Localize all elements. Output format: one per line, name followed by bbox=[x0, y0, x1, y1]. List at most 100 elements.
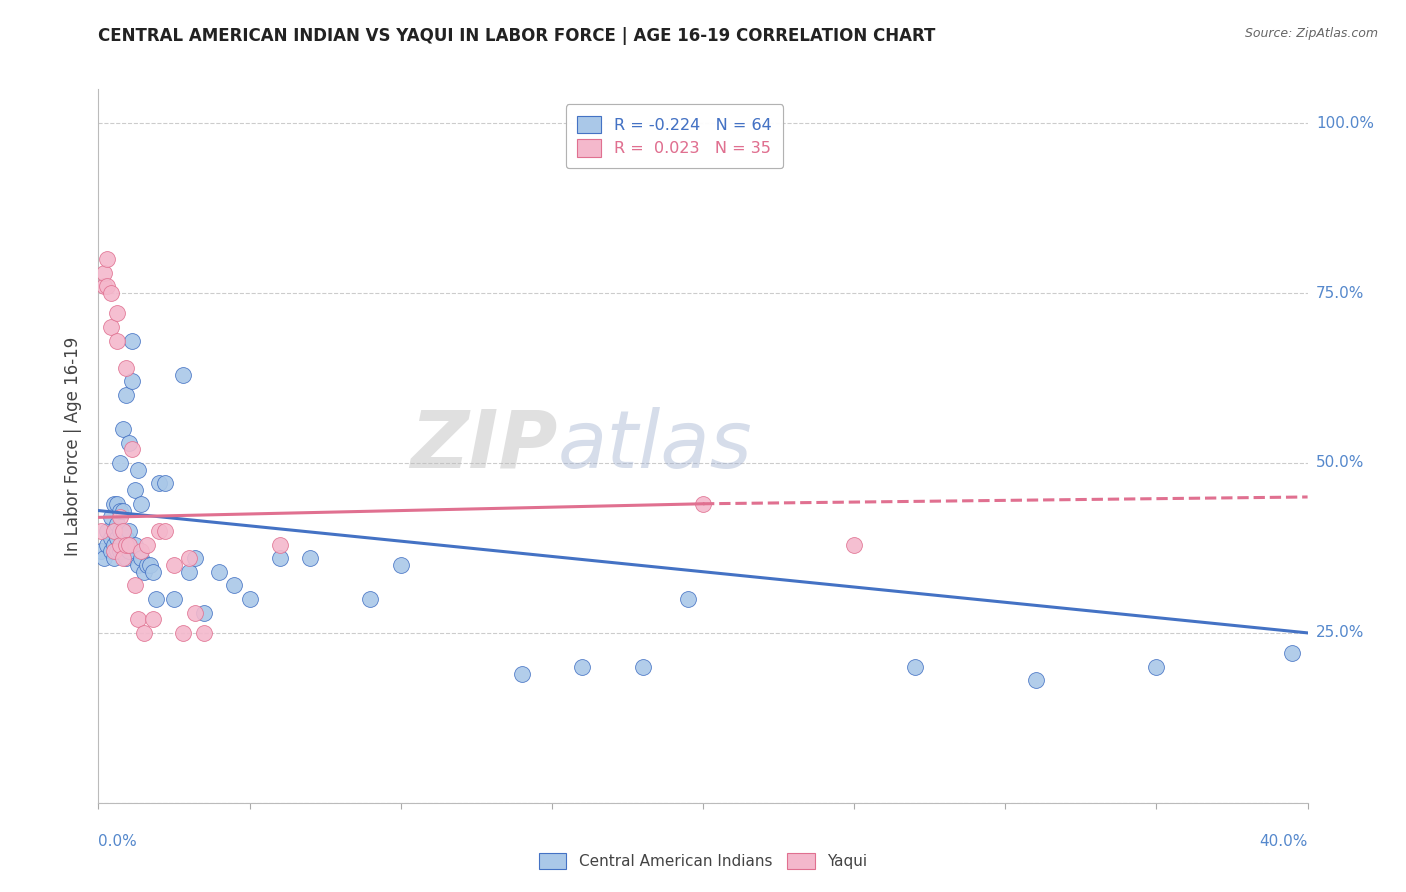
Point bbox=[153, 476, 176, 491]
Point bbox=[111, 524, 134, 538]
Text: ZIP: ZIP bbox=[411, 407, 558, 485]
Point bbox=[108, 544, 131, 558]
Point bbox=[145, 591, 167, 606]
Point bbox=[111, 503, 134, 517]
Point bbox=[111, 551, 134, 566]
Point bbox=[93, 279, 115, 293]
Point bbox=[96, 524, 118, 538]
Point bbox=[135, 537, 157, 551]
Text: CENTRAL AMERICAN INDIAN VS YAQUI IN LABOR FORCE | AGE 16-19 CORRELATION CHART: CENTRAL AMERICAN INDIAN VS YAQUI IN LABO… bbox=[98, 27, 936, 45]
Point bbox=[111, 524, 134, 538]
Point bbox=[114, 551, 136, 566]
Point bbox=[103, 524, 125, 538]
Point bbox=[692, 497, 714, 511]
Point bbox=[105, 334, 128, 348]
Point bbox=[844, 537, 866, 551]
Point bbox=[269, 537, 291, 551]
Point bbox=[163, 591, 186, 606]
Y-axis label: In Labor Force | Age 16-19: In Labor Force | Age 16-19 bbox=[65, 336, 83, 556]
Point bbox=[100, 510, 122, 524]
Point bbox=[121, 375, 143, 389]
Point bbox=[121, 334, 143, 348]
Legend: Central American Indians, Yaqui: Central American Indians, Yaqui bbox=[533, 847, 873, 875]
Point bbox=[114, 360, 136, 375]
Point bbox=[124, 483, 146, 498]
Point bbox=[172, 368, 194, 382]
Point bbox=[163, 558, 186, 572]
Point bbox=[177, 551, 201, 566]
Point bbox=[103, 524, 125, 538]
Point bbox=[360, 591, 382, 606]
Point bbox=[114, 388, 136, 402]
Point bbox=[676, 591, 699, 606]
Point bbox=[93, 266, 115, 280]
Point bbox=[100, 320, 122, 334]
Point bbox=[96, 279, 118, 293]
Point bbox=[90, 544, 112, 558]
Point bbox=[108, 537, 131, 551]
Point bbox=[389, 558, 412, 572]
Point bbox=[108, 503, 131, 517]
Text: atlas: atlas bbox=[558, 407, 752, 485]
Point bbox=[631, 660, 654, 674]
Point bbox=[118, 537, 141, 551]
Point bbox=[100, 286, 122, 301]
Point bbox=[118, 544, 141, 558]
Point bbox=[114, 531, 136, 545]
Point bbox=[129, 551, 152, 566]
Point bbox=[105, 531, 128, 545]
Point bbox=[172, 626, 194, 640]
Point bbox=[96, 537, 118, 551]
Point bbox=[148, 524, 170, 538]
Point bbox=[299, 551, 322, 566]
Point bbox=[135, 558, 157, 572]
Text: 40.0%: 40.0% bbox=[1260, 834, 1308, 849]
Point bbox=[121, 442, 143, 457]
Point bbox=[153, 524, 176, 538]
Point bbox=[118, 524, 141, 538]
Text: 75.0%: 75.0% bbox=[1316, 285, 1364, 301]
Point bbox=[124, 578, 146, 592]
Point bbox=[142, 565, 165, 579]
Point bbox=[108, 510, 131, 524]
Point bbox=[129, 497, 152, 511]
Point bbox=[1144, 660, 1167, 674]
Point bbox=[118, 435, 141, 450]
Point bbox=[132, 565, 155, 579]
Point bbox=[124, 537, 146, 551]
Point bbox=[127, 558, 149, 572]
Point bbox=[139, 558, 162, 572]
Point bbox=[108, 524, 131, 538]
Point bbox=[111, 544, 134, 558]
Point bbox=[208, 565, 231, 579]
Point bbox=[111, 422, 134, 436]
Point bbox=[105, 517, 128, 532]
Point bbox=[510, 666, 533, 681]
Point bbox=[1024, 673, 1046, 688]
Point bbox=[100, 544, 122, 558]
Point bbox=[148, 476, 170, 491]
Point bbox=[184, 551, 207, 566]
Legend: R = -0.224   N = 64, R =  0.023   N = 35: R = -0.224 N = 64, R = 0.023 N = 35 bbox=[565, 104, 783, 168]
Point bbox=[105, 497, 128, 511]
Point bbox=[127, 612, 149, 626]
Point bbox=[127, 463, 149, 477]
Point bbox=[224, 578, 246, 592]
Point bbox=[269, 551, 291, 566]
Point bbox=[93, 551, 115, 566]
Point bbox=[129, 544, 152, 558]
Point bbox=[103, 551, 125, 566]
Point bbox=[90, 524, 112, 538]
Point bbox=[142, 612, 165, 626]
Point bbox=[103, 537, 125, 551]
Point bbox=[105, 544, 128, 558]
Point bbox=[239, 591, 262, 606]
Point bbox=[904, 660, 927, 674]
Point bbox=[193, 606, 215, 620]
Point bbox=[103, 497, 125, 511]
Point bbox=[132, 626, 155, 640]
Text: 100.0%: 100.0% bbox=[1316, 116, 1374, 131]
Point bbox=[108, 456, 131, 470]
Text: 0.0%: 0.0% bbox=[98, 834, 138, 849]
Point bbox=[177, 565, 201, 579]
